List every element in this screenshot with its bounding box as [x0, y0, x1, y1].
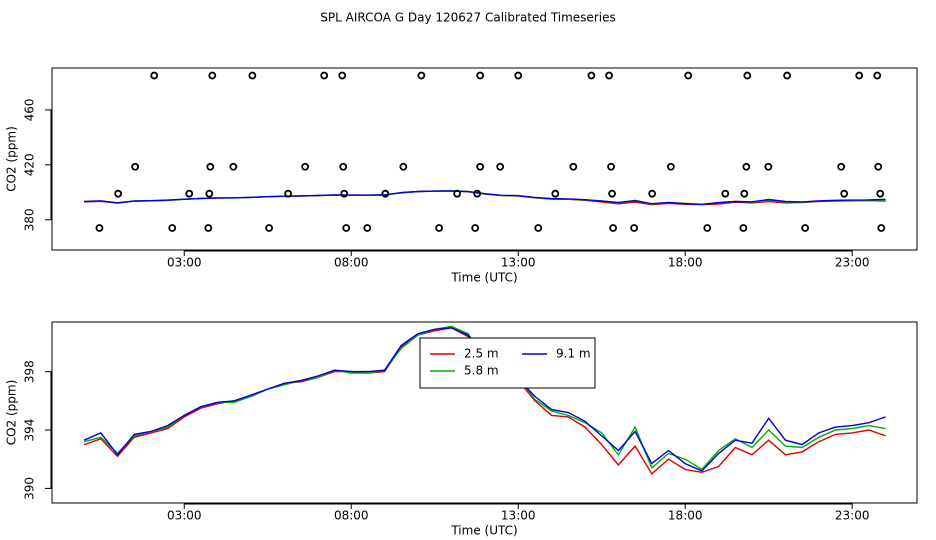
flag-point	[607, 162, 615, 171]
flag-point	[320, 71, 329, 80]
legend-label: 5.8 m	[464, 364, 499, 378]
flag-point	[206, 162, 215, 171]
flag-point	[208, 71, 217, 80]
flag-point	[648, 189, 657, 198]
x-tick-label: 13:00	[501, 256, 536, 270]
flag-point	[95, 224, 104, 232]
flag-point	[205, 189, 214, 198]
flag-point	[435, 224, 443, 232]
flag-point	[150, 71, 159, 80]
x-tick-label: 13:00	[501, 509, 536, 523]
flag-point	[605, 71, 613, 80]
flag-point	[342, 224, 351, 232]
flag-point	[185, 189, 194, 198]
x-axis-label: Time (UTC)	[450, 271, 517, 285]
y-tick-label: 398	[23, 360, 37, 383]
flag-point	[743, 71, 752, 80]
flag-point	[873, 71, 882, 80]
flag-point	[265, 224, 273, 232]
x-tick-label: 08:00	[334, 256, 369, 270]
flag-point	[363, 224, 372, 232]
flag-point	[476, 162, 485, 171]
x-tick-label: 18:00	[668, 256, 703, 270]
flag-point	[587, 71, 596, 80]
flag-point	[514, 71, 523, 80]
flag-point	[471, 224, 480, 232]
flag-point	[608, 189, 616, 198]
flag-point	[417, 71, 426, 80]
flag-point	[876, 189, 885, 198]
flag-point	[609, 224, 617, 232]
y-tick-label: 420	[23, 153, 37, 176]
x-tick-label: 18:00	[668, 509, 703, 523]
flag-point	[301, 162, 310, 171]
flag-point	[284, 189, 293, 198]
y-axis-label: CO2 (ppm)	[5, 380, 19, 446]
y-tick-label: 394	[23, 419, 37, 442]
series-line	[84, 190, 886, 206]
flag-point	[338, 71, 347, 80]
flag-point	[168, 224, 177, 232]
chart-title: SPL AIRCOA G Day 120627 Calibrated Times…	[320, 11, 615, 25]
flag-point	[339, 162, 348, 171]
flag-point	[496, 162, 505, 171]
x-tick-label: 03:00	[167, 256, 202, 270]
flag-point	[399, 162, 408, 171]
flag-point	[721, 189, 730, 198]
flag-point	[837, 162, 846, 171]
flag-point	[551, 189, 560, 198]
flag-point	[229, 162, 238, 171]
flag-point	[453, 189, 462, 198]
y-tick-label: 390	[23, 477, 37, 500]
flag-point	[569, 162, 578, 171]
x-tick-label: 23:00	[835, 509, 870, 523]
flag-point	[764, 162, 773, 171]
y-axis-label: CO2 (ppm)	[5, 126, 19, 192]
flag-point	[855, 71, 864, 80]
flag-point	[703, 224, 712, 232]
flag-point	[534, 224, 543, 232]
flag-point	[877, 224, 886, 232]
flag-point	[874, 162, 883, 171]
plot-frame	[51, 321, 918, 504]
flag-point	[742, 162, 751, 171]
legend-label: 2.5 m	[464, 347, 499, 361]
flag-point	[114, 189, 123, 198]
y-tick-label: 460	[23, 98, 37, 121]
x-tick-label: 23:00	[835, 256, 870, 270]
flag-point	[739, 224, 748, 232]
legend-label: 9.1 m	[556, 347, 591, 361]
flag-point	[840, 189, 849, 198]
y-tick-label: 380	[23, 208, 37, 231]
flag-point	[248, 71, 257, 80]
x-tick-label: 08:00	[334, 509, 369, 523]
flag-point	[684, 71, 693, 80]
plot-frame	[51, 67, 918, 251]
flag-point	[740, 189, 749, 198]
flag-point	[204, 224, 213, 232]
flag-point	[476, 71, 485, 80]
x-tick-label: 03:00	[167, 509, 202, 523]
x-axis-label: Time (UTC)	[450, 524, 517, 538]
flag-point	[340, 189, 349, 198]
flag-point	[783, 71, 791, 80]
flag-point	[666, 162, 675, 171]
flag-point	[801, 224, 810, 232]
flag-point	[473, 189, 482, 198]
flag-point	[630, 224, 639, 232]
flag-point	[381, 189, 390, 198]
flag-point	[131, 162, 140, 171]
legend-box	[419, 337, 596, 389]
